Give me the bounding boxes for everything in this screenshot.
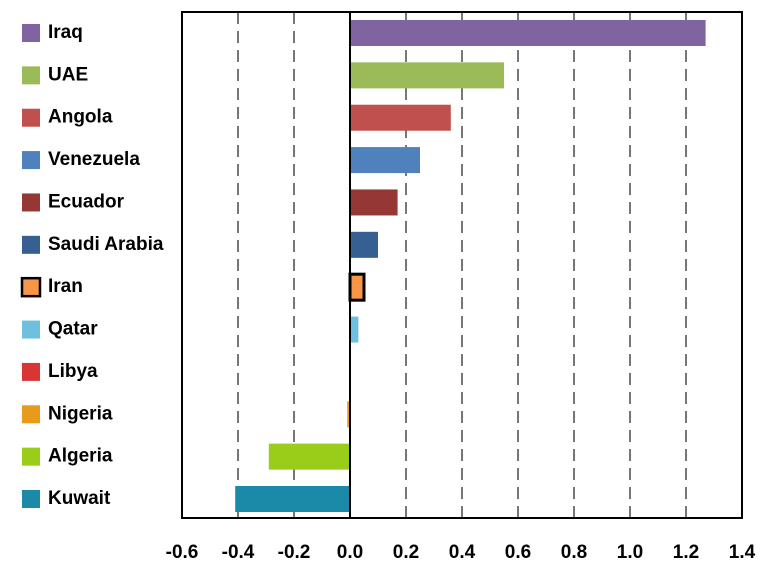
x-tick-label: 1.4 [729,542,756,563]
legend-label: UAE [48,64,88,85]
legend-swatch [20,276,42,298]
legend-label: Iraq [48,22,83,43]
bar [350,231,378,258]
legend-label: Nigeria [48,403,113,424]
x-tick-label: 0.6 [505,542,531,563]
x-tick-label: 0.4 [449,542,476,563]
legend-label: Libya [48,361,98,382]
x-tick-label: -0.6 [166,542,199,563]
legend-label: Venezuela [48,149,140,170]
bar [350,20,706,46]
legend-swatch [22,235,40,254]
legend-swatch [22,108,40,127]
legend-swatch [22,362,40,381]
bar [350,316,359,343]
x-tick-label: 0.0 [337,542,363,563]
x-tick-label: -0.4 [222,542,255,563]
legend-swatch [22,447,40,466]
bar [347,401,350,428]
legend-swatch [22,151,40,170]
plot-frame [181,11,743,519]
legend-label: Angola [48,107,113,128]
legend-swatch [22,66,40,85]
legend-label: Qatar [48,319,98,340]
legend-label: Iran [48,276,83,297]
legend-swatch [22,405,40,424]
bar [350,104,451,131]
x-tick-label: -0.2 [278,542,311,563]
legend-swatch [22,320,40,339]
bar [350,189,398,216]
bar [350,147,420,174]
legend-swatch [22,490,40,508]
bar [350,62,504,89]
legend-label: Kuwait [48,488,111,509]
bar [348,272,366,302]
x-tick-label: 1.2 [673,542,699,563]
x-tick-label: 0.2 [393,542,419,563]
legend-label: Saudi Arabia [48,234,164,255]
bar [268,443,350,470]
x-tick-label: 0.8 [561,542,587,563]
legend-label: Algeria [48,446,113,467]
legend-swatch [22,24,40,42]
x-tick-label: 1.0 [617,542,643,563]
bar [235,486,350,512]
legend-label: Ecuador [48,191,125,212]
legend-swatch [22,193,40,212]
